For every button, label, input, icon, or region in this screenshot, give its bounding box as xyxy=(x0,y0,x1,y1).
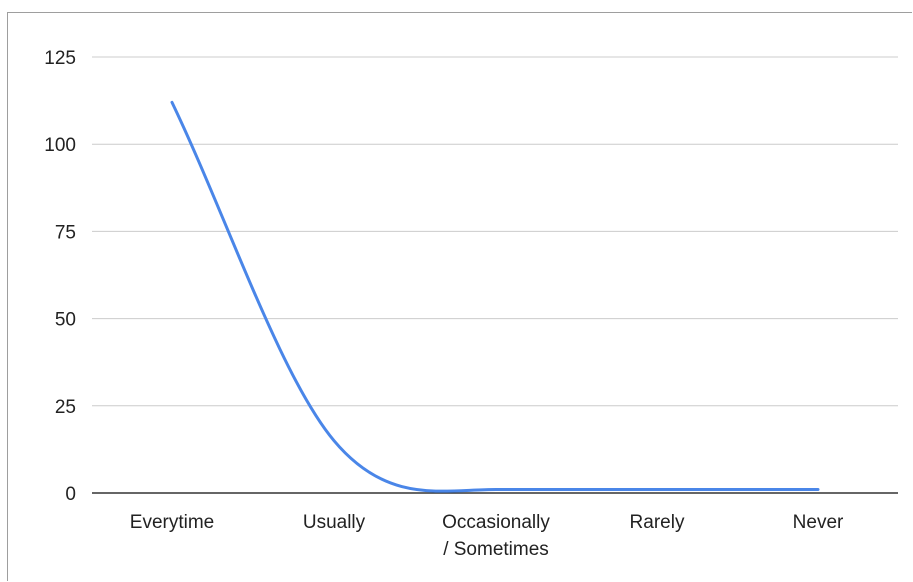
x-tick-label-line: Rarely xyxy=(630,512,685,533)
x-axis-ticks: Everytime Usually Occasionally / Sometimes R… xyxy=(130,512,844,560)
x-tick-label: Everytime xyxy=(130,512,214,533)
x-tick-label: Never xyxy=(793,512,844,533)
y-tick-label: 25 xyxy=(55,397,76,418)
x-tick-label: Occasionally / Sometimes xyxy=(442,512,550,560)
y-tick-label: 50 xyxy=(55,310,76,331)
x-tick-label: Rarely xyxy=(630,512,685,533)
chart-frame xyxy=(7,12,912,581)
x-tick-label: Usually xyxy=(303,512,366,533)
series-line xyxy=(170,100,820,493)
x-tick-label-line: Everytime xyxy=(130,512,214,533)
x-tick-label-line: Never xyxy=(793,512,844,533)
x-tick-label-line: / Sometimes xyxy=(443,539,549,560)
y-tick-label: 75 xyxy=(55,222,76,243)
y-axis-ticks: 0 25 50 75 100 125 xyxy=(44,48,76,505)
y-tick-label: 125 xyxy=(44,48,76,69)
gridlines xyxy=(92,56,898,494)
y-tick-label: 0 xyxy=(65,484,76,505)
x-tick-label-line: Usually xyxy=(303,512,366,533)
series-group xyxy=(170,100,820,493)
y-tick-label: 100 xyxy=(44,135,76,156)
x-tick-label-line: Occasionally xyxy=(442,512,550,533)
